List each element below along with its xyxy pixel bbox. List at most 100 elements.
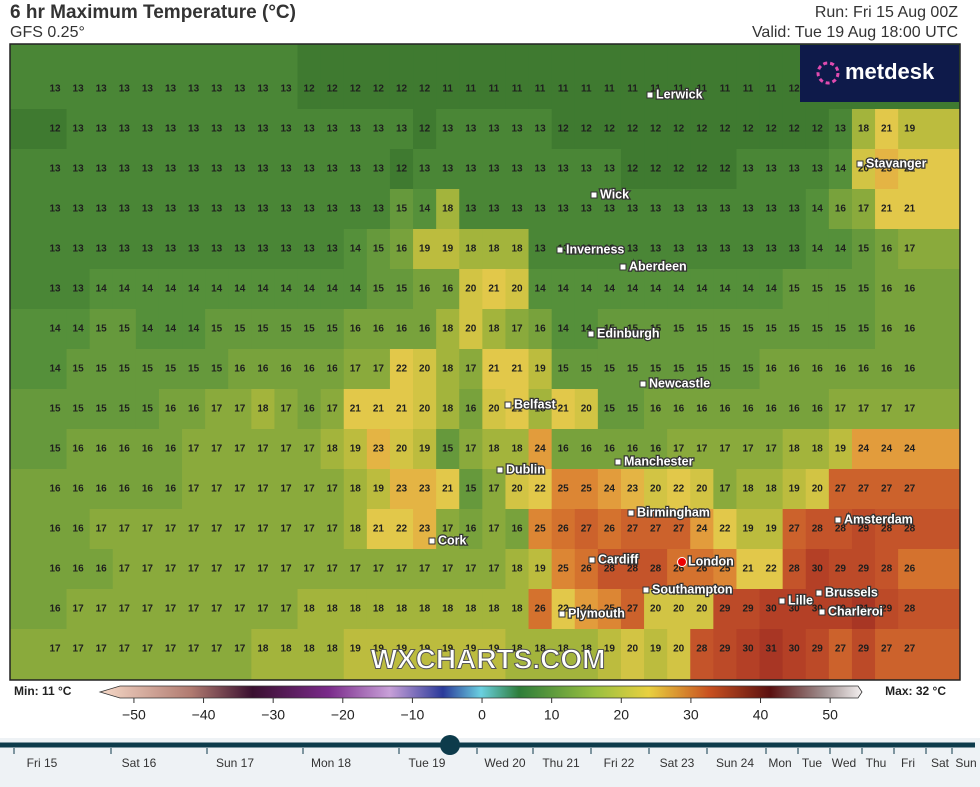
temp-label: 13 [511, 124, 523, 135]
temp-cell [782, 389, 807, 430]
temp-cell [644, 149, 668, 190]
temp-cell [343, 109, 368, 150]
timeline-day: Sun 24 [716, 756, 754, 770]
temp-label: 16 [304, 404, 316, 415]
temp-label: 26 [581, 564, 593, 575]
temp-label: 18 [742, 484, 754, 495]
temp-cell [459, 109, 483, 150]
temp-cell [274, 509, 299, 550]
temp-label: 15 [789, 284, 801, 295]
temp-label: 13 [604, 204, 616, 215]
temp-cell [182, 229, 206, 270]
temp-cell [898, 389, 961, 430]
temp-label: 12 [742, 124, 754, 135]
temp-cell [898, 429, 961, 470]
temp-cell [805, 189, 830, 230]
city-label: Amsterdam [844, 512, 913, 526]
temp-cell [782, 109, 807, 150]
temp-label: 13 [73, 244, 85, 255]
temp-label: 13 [396, 124, 408, 135]
temp-cell [620, 269, 645, 310]
timeline-day: Thu [866, 756, 887, 770]
temp-label: 17 [96, 604, 108, 615]
temp-cell [597, 269, 622, 310]
temp-label: 19 [650, 644, 662, 655]
temp-label: 16 [581, 444, 593, 455]
temp-cell [251, 469, 275, 510]
temp-cell [805, 109, 830, 150]
temp-cell [597, 509, 622, 550]
temp-label: 26 [558, 524, 570, 535]
temp-label: 27 [650, 524, 662, 535]
temp-cell [89, 149, 114, 190]
temp-cell [644, 549, 668, 590]
temp-cell [644, 589, 668, 630]
temp-label: 13 [49, 204, 61, 215]
temp-cell [343, 629, 368, 681]
temp-label: 13 [73, 124, 85, 135]
temp-label: 17 [234, 444, 246, 455]
temp-label: 28 [812, 524, 824, 535]
temp-cell [158, 429, 183, 470]
temp-label: 16 [96, 564, 108, 575]
temp-cell [805, 309, 830, 350]
temp-label: 15 [627, 364, 639, 375]
temp-label: 17 [211, 484, 223, 495]
temp-cell [505, 109, 530, 150]
temp-cell [851, 349, 876, 390]
timeline-day: Fri 15 [27, 756, 58, 770]
timeline-knob[interactable] [440, 735, 460, 755]
temp-cell [667, 309, 691, 350]
temp-cell [482, 269, 506, 310]
temp-cell [828, 349, 853, 390]
temp-label: 13 [280, 84, 292, 95]
logo-box [800, 45, 959, 102]
temp-cell [875, 549, 899, 590]
temp-cell [320, 269, 345, 310]
temp-cell [505, 629, 530, 681]
temp-cell [66, 44, 91, 110]
temp-cell [320, 229, 345, 270]
temp-label: 15 [558, 364, 570, 375]
temp-cell [297, 389, 322, 430]
temp-cell [736, 549, 761, 590]
temp-label: 13 [73, 204, 85, 215]
temp-label: 17 [234, 644, 246, 655]
temp-cell [343, 229, 368, 270]
temp-cell [389, 469, 414, 510]
temp-cell [736, 389, 761, 430]
temp-label: 12 [604, 124, 616, 135]
temp-cell [228, 149, 252, 190]
temp-label: 24 [858, 444, 870, 455]
temp-cell [898, 549, 961, 590]
temp-label: 11 [604, 84, 615, 95]
colorbar-tick-label: 0 [478, 707, 486, 723]
temp-label: 22 [766, 564, 778, 575]
temp-cell [182, 629, 206, 681]
temp-cell [597, 349, 622, 390]
temp-cell [297, 269, 322, 310]
temp-label: 18 [373, 604, 385, 615]
temp-label: 16 [142, 444, 154, 455]
temp-label: 30 [742, 644, 754, 655]
temp-cell [597, 549, 622, 590]
temp-label: 17 [165, 564, 177, 575]
temp-label: 13 [442, 124, 454, 135]
temp-label: 17 [165, 644, 177, 655]
temp-label: 17 [280, 404, 292, 415]
temp-cell [413, 349, 437, 390]
temp-cell [690, 109, 714, 150]
temp-label: 25 [535, 524, 547, 535]
temp-label: 17 [488, 564, 500, 575]
temp-cell [459, 509, 483, 550]
temp-label: 27 [904, 644, 916, 655]
temp-cell [505, 149, 530, 190]
temp-cell [251, 509, 275, 550]
temp-label: 29 [881, 604, 893, 615]
temp-label: 17 [350, 364, 362, 375]
map-frame [9, 43, 961, 681]
temp-label: 29 [742, 604, 754, 615]
temp-cell [413, 269, 437, 310]
temp-cell [551, 349, 576, 390]
temp-cell [112, 269, 137, 310]
